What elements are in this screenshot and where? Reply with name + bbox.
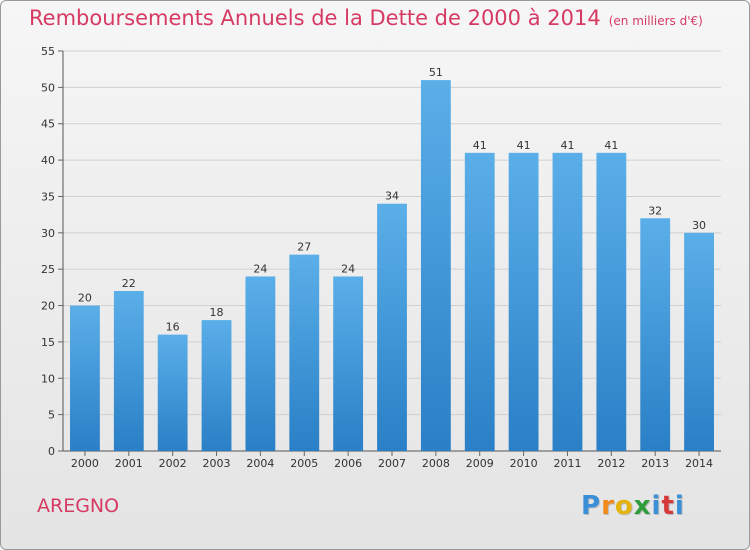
bar-2002 <box>157 334 188 451</box>
bar-value-label: 32 <box>648 204 662 217</box>
bar-value-label: 41 <box>560 139 574 152</box>
bar-value-label: 22 <box>122 277 136 290</box>
x-tick-label: 2014 <box>685 457 713 470</box>
x-tick-label: 2001 <box>115 457 143 470</box>
bar-2004 <box>245 276 276 451</box>
y-tick-label: 45 <box>41 118 55 131</box>
x-tick-label: 2004 <box>246 457 274 470</box>
x-tick-label: 2010 <box>510 457 538 470</box>
logo-letter: i <box>674 491 685 521</box>
y-tick-label: 35 <box>41 190 55 203</box>
x-tick-label: 2002 <box>159 457 187 470</box>
bar-2000 <box>70 305 100 451</box>
y-tick-label: 15 <box>41 336 55 349</box>
logo-letter: t <box>661 491 675 521</box>
x-tick-label: 2006 <box>334 457 362 470</box>
bar-value-label: 16 <box>166 321 180 334</box>
y-tick-label: 10 <box>41 372 55 385</box>
y-tick-label: 40 <box>41 154 55 167</box>
bar-value-label: 41 <box>517 139 531 152</box>
commune-name: AREGNO <box>37 495 120 517</box>
bar-value-label: 51 <box>429 66 443 79</box>
bar-2011 <box>552 152 583 451</box>
x-tick-label: 2005 <box>290 457 318 470</box>
x-tick-label: 2007 <box>378 457 406 470</box>
y-tick-label: 0 <box>48 445 55 458</box>
bar-2009 <box>464 152 495 451</box>
bar-2008 <box>420 80 451 451</box>
x-tick-label: 2000 <box>71 457 99 470</box>
y-tick-label: 20 <box>41 300 55 313</box>
y-tick-label: 50 <box>41 81 55 94</box>
bar-2003 <box>201 320 232 451</box>
bar-value-label: 24 <box>341 262 355 275</box>
labels: 20 2000 22 2001 16 2002 18 2003 24 2004 27 2005 24 20… <box>71 66 713 470</box>
bar-value-label: 24 <box>253 262 267 275</box>
bar-value-label: 20 <box>78 292 92 305</box>
bar-2013 <box>640 218 671 451</box>
bar-2006 <box>333 276 364 451</box>
bar-value-label: 34 <box>385 190 399 203</box>
x-tick-label: 2008 <box>422 457 450 470</box>
logo-letter: i <box>651 491 662 521</box>
bars <box>70 80 714 451</box>
y-tick-label: 30 <box>41 227 55 240</box>
proxiti-logo[interactable]: Proxiti <box>581 491 685 521</box>
logo-letter: x <box>633 491 652 521</box>
x-tick-label: 2003 <box>203 457 231 470</box>
bar-2007 <box>377 203 407 451</box>
y-tick-label: 55 <box>41 45 55 58</box>
x-tick-label: 2011 <box>553 457 581 470</box>
logo-letter: P <box>581 491 602 521</box>
bar-value-label: 27 <box>297 241 311 254</box>
x-tick-label: 2013 <box>641 457 669 470</box>
y-tick-label: 5 <box>48 409 55 422</box>
bar-2010 <box>508 152 539 451</box>
x-tick-label: 2009 <box>466 457 494 470</box>
chart-title: Remboursements Annuels de la Dette de 20… <box>29 6 703 30</box>
bar-value-label: 30 <box>692 219 706 232</box>
y-tick-label: 25 <box>41 263 55 276</box>
x-tick-label: 2012 <box>597 457 625 470</box>
bar-value-label: 18 <box>210 306 224 319</box>
chart-subtitle: (en milliers d'€) <box>608 14 703 28</box>
bar-value-label: 41 <box>473 139 487 152</box>
bar-value-label: 41 <box>604 139 618 152</box>
bar-2005 <box>289 254 320 451</box>
logo-letter: o <box>614 491 634 521</box>
bar-2014 <box>684 232 714 451</box>
logo-letter: r <box>601 491 615 521</box>
bar-2012 <box>596 152 627 451</box>
bar-2001 <box>113 291 144 451</box>
